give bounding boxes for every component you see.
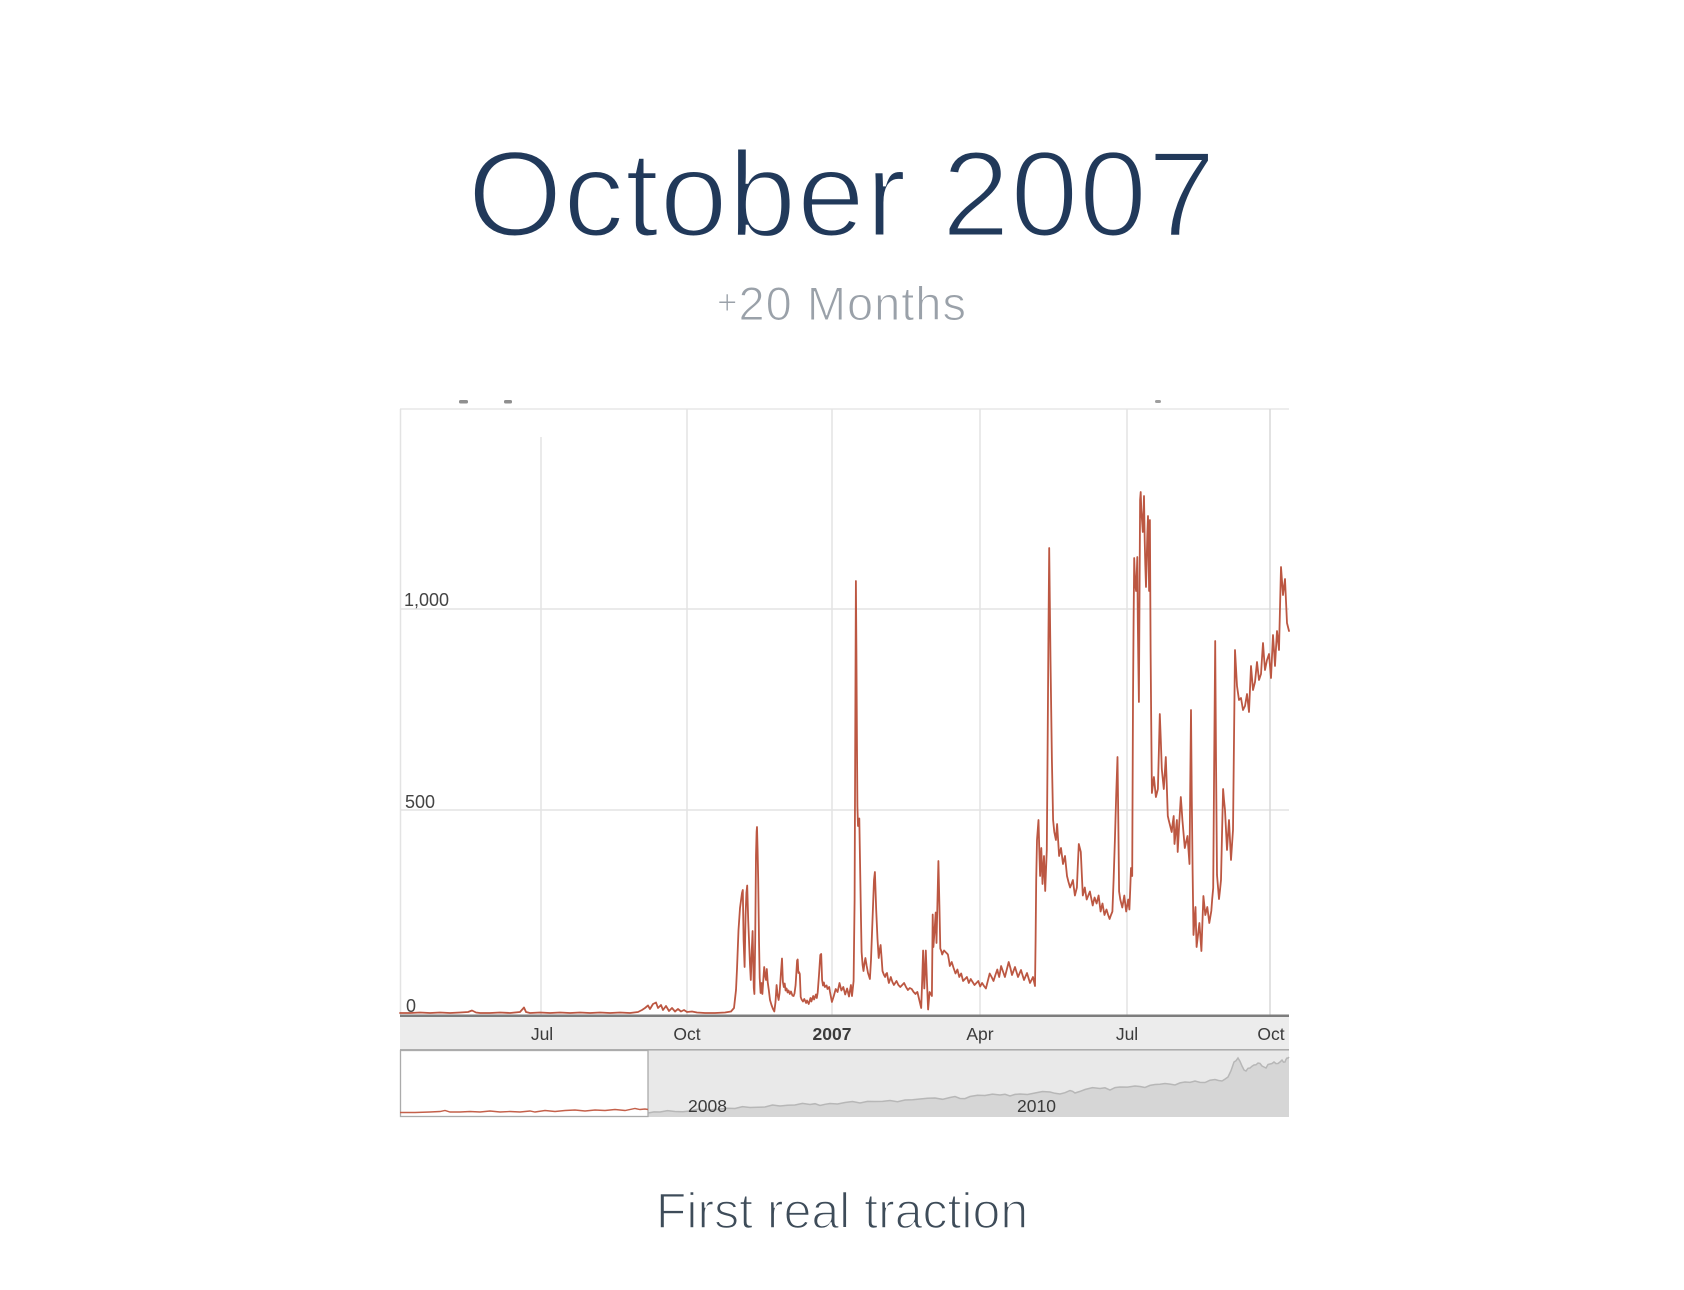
svg-text:2008: 2008 [688,1096,727,1116]
svg-text:2007: 2007 [813,1024,852,1044]
svg-text:Jul: Jul [1116,1024,1138,1044]
svg-text:2010: 2010 [1017,1096,1056,1116]
svg-text:Jul: Jul [531,1024,553,1044]
svg-text:1,000: 1,000 [404,590,449,610]
svg-text:Apr: Apr [966,1024,993,1044]
svg-text:500: 500 [405,792,435,812]
svg-text:0: 0 [406,996,416,1016]
svg-text:Oct: Oct [673,1024,700,1044]
svg-text:Oct: Oct [1257,1024,1284,1044]
